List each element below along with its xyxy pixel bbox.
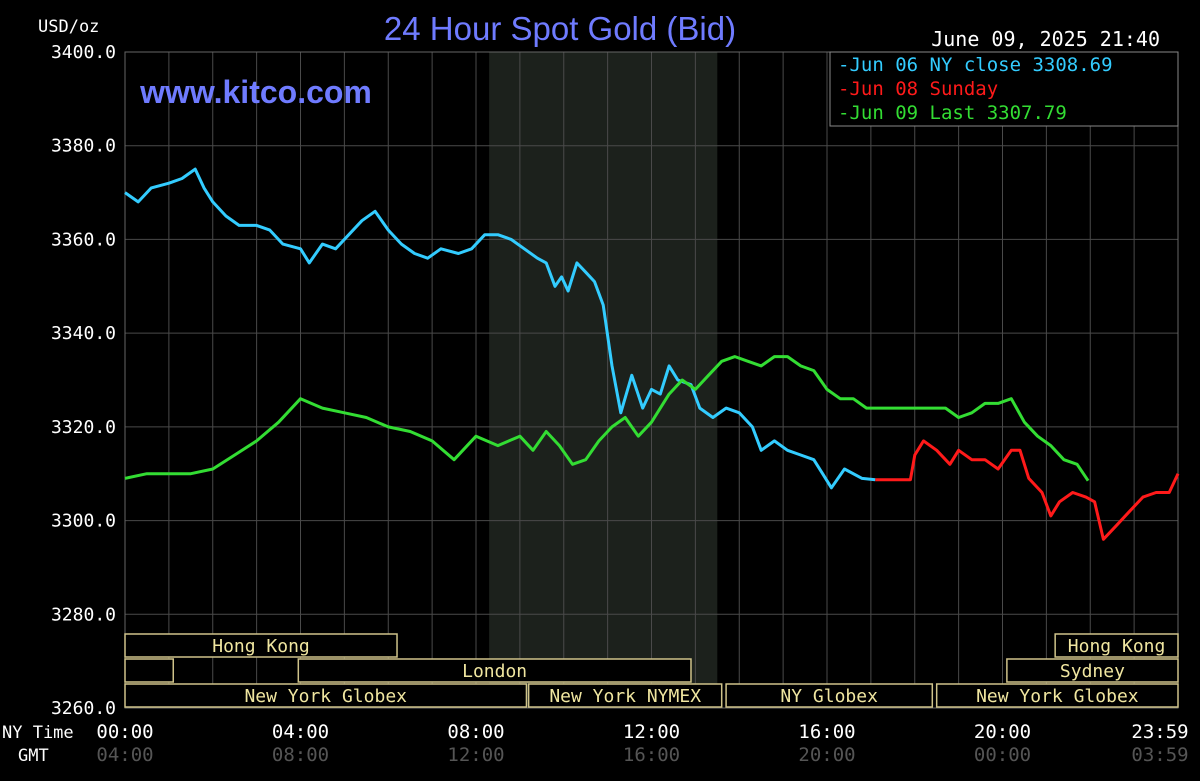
x-tick-label-gmt: 12:00	[447, 744, 504, 766]
session-label: New York NYMEX	[549, 686, 701, 707]
x-tick-label-gmt: 08:00	[272, 744, 329, 766]
y-tick-label: 3300.0	[51, 511, 116, 532]
legend: -Jun 06 NY close 3308.69 -Jun 08 Sunday …	[829, 51, 1179, 127]
session-label: Hong Kong	[1068, 636, 1166, 657]
session-label: London	[462, 661, 527, 682]
session-bar	[124, 683, 528, 708]
x-tick-label-ny: 00:00	[96, 721, 153, 743]
legend-label-jun08: Jun 08 Sunday	[849, 78, 998, 100]
legend-entry-jun06: -Jun 06 NY close 3308.69	[838, 54, 1113, 76]
x-tick-label-ny: 23:59	[1131, 721, 1188, 743]
y-tick-label: 3360.0	[51, 229, 116, 250]
session-label: New York Globex	[976, 686, 1139, 707]
y-tick-label: 3320.0	[51, 417, 116, 438]
gmt-axis-label: GMT	[18, 746, 49, 766]
session-bar	[1006, 658, 1179, 683]
session-bar	[124, 633, 398, 658]
x-tick-label-ny: 04:00	[272, 721, 329, 743]
session-label: NY Globex	[780, 686, 878, 707]
session-label: Sydney	[1060, 661, 1125, 682]
series-lines	[124, 167, 1180, 541]
chart-title: 24 Hour Spot Gold (Bid)	[384, 10, 736, 47]
legend-entry-jun08: -Jun 08 Sunday	[838, 78, 998, 100]
timestamp: June 09, 2025 21:40	[931, 27, 1160, 51]
legend-entry-jun09: -Jun 09 Last 3307.79	[838, 102, 1067, 124]
session-label: Hong Kong	[212, 636, 310, 657]
y-axis-ticks: 3400.0 3380.0 3360.0 3340.0 3320.0 3300.0 3280…	[51, 42, 116, 719]
legend-label-jun06: Jun 06 NY close 3308.69	[849, 54, 1112, 76]
legend-box	[829, 51, 1179, 127]
ny-time-axis-label: NY Time	[2, 723, 74, 743]
session-bar	[935, 683, 1179, 708]
x-tick-label-ny: 20:00	[974, 721, 1031, 743]
x-tick-label-gmt: 00:00	[974, 744, 1031, 766]
y-tick-label: 3380.0	[51, 136, 116, 157]
session-bar	[725, 683, 934, 708]
x-tick-label-ny: 16:00	[798, 721, 855, 743]
x-tick-label-gmt: 20:00	[798, 744, 855, 766]
y-tick-label: 3340.0	[51, 323, 116, 344]
x-tick-label-gmt: 04:00	[96, 744, 153, 766]
x-tick-label-gmt: 16:00	[623, 744, 680, 766]
y-tick-label: 3400.0	[51, 42, 116, 63]
x-tick-label-ny: 12:00	[623, 721, 680, 743]
session-bar	[297, 658, 692, 683]
y-tick-label: 3260.0	[51, 698, 116, 719]
y-axis-label: USD/oz	[38, 17, 99, 37]
session-bar	[527, 683, 723, 708]
x-tick-label-ny: 08:00	[447, 721, 504, 743]
series-line-0	[124, 167, 876, 490]
series-line-1	[875, 439, 1180, 541]
plot-border	[124, 51, 1179, 709]
watermark-url: www.kitco.com	[139, 74, 372, 110]
y-tick-label: 3280.0	[51, 604, 116, 625]
market-sessions: Hong Kong Hong Kong London Sydney New York G…	[124, 633, 1179, 708]
x-axis-ticks: 00:0004:0004:0008:0008:0012:0012:0016:00…	[96, 721, 1188, 766]
x-tick-label-gmt: 03:59	[1131, 744, 1188, 766]
series-line-2	[124, 355, 1090, 482]
session-label: New York Globex	[244, 686, 407, 707]
session-bar	[124, 658, 175, 683]
legend-label-jun09: Jun 09 Last 3307.79	[849, 102, 1066, 124]
session-bar	[1054, 633, 1179, 658]
gridlines	[124, 51, 1179, 709]
